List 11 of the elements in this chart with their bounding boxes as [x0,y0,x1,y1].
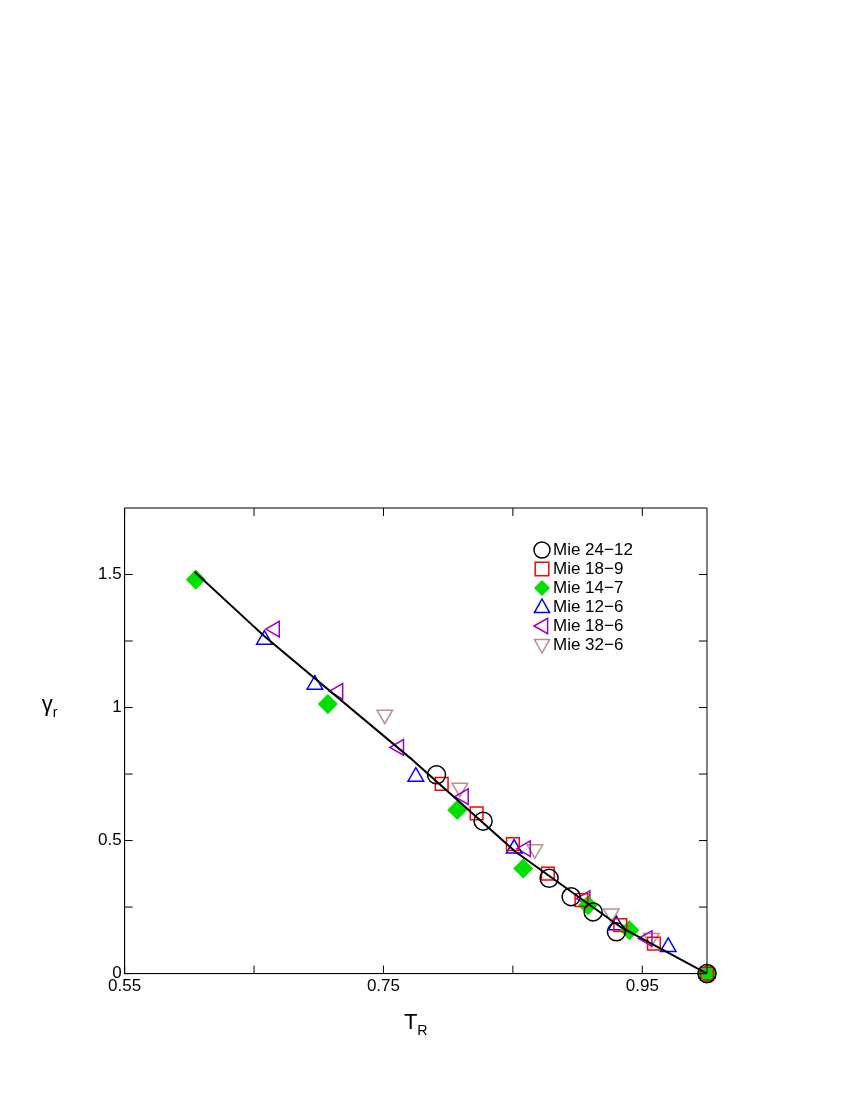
y-tick-label: 1.5 [97,564,122,584]
y-tick-label: 0.5 [97,830,122,850]
legend-label: Mie 14−7 [553,577,624,597]
legend-label: Mie 18−6 [553,615,624,635]
legend-label: Mie 32−6 [553,634,624,654]
y-tick-label: 1 [112,697,122,717]
x-tick-label: 0.75 [366,976,401,996]
legend-label: Mie 18−9 [553,558,624,578]
legend-label: Mie 24−12 [553,539,633,559]
legend-label: Mie 12−6 [553,596,624,616]
x-tick-label: 0.95 [625,976,659,996]
